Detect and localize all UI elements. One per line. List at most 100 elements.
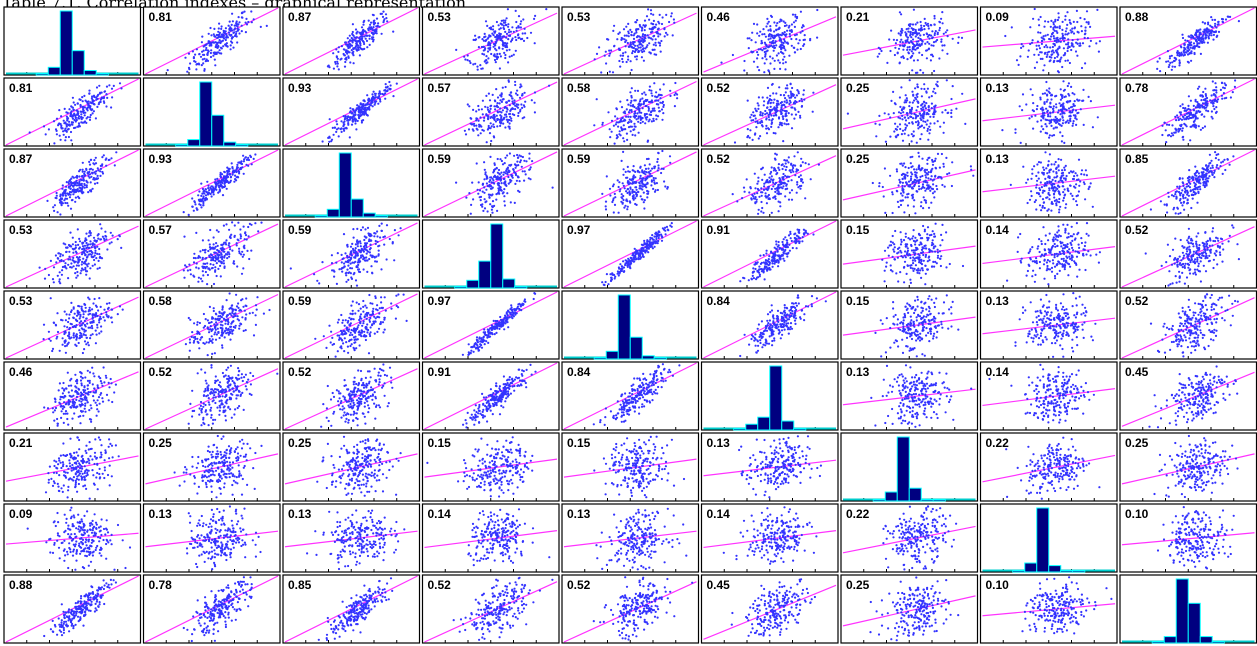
scatter-point [365, 31, 368, 34]
scatter-point [875, 135, 878, 138]
scatter-point [1199, 52, 1202, 56]
scatter-point [623, 34, 626, 37]
scatter-point [617, 185, 620, 189]
scatter-point [366, 114, 369, 117]
scatter-point [786, 29, 789, 32]
scatter-point [1067, 38, 1070, 41]
scatter-point [769, 55, 772, 58]
scatter-point [491, 200, 495, 203]
scatter-point [344, 41, 347, 44]
scatter-point [1214, 22, 1217, 25]
scatter-point [59, 138, 62, 141]
scatter-point [356, 40, 359, 43]
scatter-point [741, 197, 744, 200]
scatter-point [514, 92, 518, 95]
scatter-point [648, 85, 652, 88]
scatter-point [643, 183, 646, 186]
scatter-point [626, 188, 629, 191]
scatter-point [235, 32, 238, 35]
scatter-point [60, 115, 63, 118]
scatter-point [511, 97, 514, 100]
scatter-point [74, 116, 77, 119]
scatter-point [657, 167, 660, 170]
scatter-point [635, 193, 638, 196]
scatter-point [1195, 124, 1198, 127]
scatter-point [384, 83, 387, 86]
scatter-point [783, 24, 787, 28]
scatter-point [508, 48, 511, 51]
scatter-point [629, 201, 632, 204]
scatter-point [893, 53, 897, 57]
correlation-label: 0.78 [1125, 81, 1149, 95]
scatter-point [1046, 93, 1049, 96]
scatter-point [520, 155, 523, 158]
scatter-point [639, 98, 642, 101]
scatter-point [238, 21, 241, 24]
scatter-point [765, 25, 768, 28]
scatter-point [783, 100, 786, 103]
scatter-point [1052, 107, 1055, 110]
scatter-point [616, 179, 619, 182]
scatter-point [655, 182, 659, 185]
scatter-point [640, 49, 643, 52]
scatter-point [1073, 100, 1076, 103]
scatter-point [906, 112, 909, 115]
scatter-point [641, 188, 644, 191]
scatter-point [1048, 136, 1051, 139]
scatter-point [930, 95, 933, 98]
histogram-bar [175, 144, 189, 147]
scatter-point [236, 163, 239, 166]
scatter-point [1173, 56, 1176, 60]
scatter-point [642, 103, 645, 106]
scatter-point [895, 136, 898, 139]
scatter-point [504, 53, 507, 57]
scatter-point [485, 188, 488, 191]
scatter-point [763, 62, 766, 65]
scatter-point [927, 105, 930, 108]
scatter-point [201, 192, 204, 195]
scatter-point [909, 23, 912, 26]
scatter-point [635, 55, 639, 58]
scatter-point [372, 14, 375, 17]
scatter-point [780, 34, 783, 37]
scatter-point [906, 48, 909, 52]
scatter-point [491, 28, 495, 31]
scatter-point [770, 119, 773, 122]
scatter-point [788, 191, 792, 194]
scatter-point [481, 183, 484, 186]
scatter-point [904, 99, 907, 102]
scatter-point [913, 168, 916, 171]
scatter-point [67, 127, 70, 131]
fit-line [145, 7, 279, 75]
scatter-point [792, 170, 795, 173]
histogram-bar [199, 81, 213, 147]
scatter-point [55, 197, 58, 200]
scatter-point [507, 31, 511, 34]
scatter-point [479, 199, 482, 202]
scatter-point [765, 195, 768, 198]
scatter-point [89, 158, 92, 161]
scatter-point [354, 39, 357, 42]
scatter-point [627, 111, 631, 114]
scatter-point [360, 26, 364, 29]
scatter-point [781, 187, 784, 190]
scatter-point [800, 104, 804, 108]
scatter-point [787, 198, 791, 201]
scatter-point [1046, 46, 1049, 49]
scatter-point [620, 106, 624, 109]
scatter-point [645, 15, 649, 18]
scatter-point [784, 91, 787, 94]
scatter-point [792, 166, 795, 170]
scatter-point [1053, 56, 1056, 60]
scatter-point [783, 38, 786, 41]
scatter-point [100, 96, 103, 99]
scatter-point [633, 112, 636, 115]
scatter-point [511, 113, 514, 116]
scatter-point [626, 205, 629, 208]
scatter-point [927, 27, 930, 30]
scatter-point [731, 53, 735, 57]
scatter-point [929, 122, 932, 125]
histogram-bar [338, 152, 352, 218]
scatter-point [795, 38, 798, 41]
scatter-point [629, 91, 632, 94]
